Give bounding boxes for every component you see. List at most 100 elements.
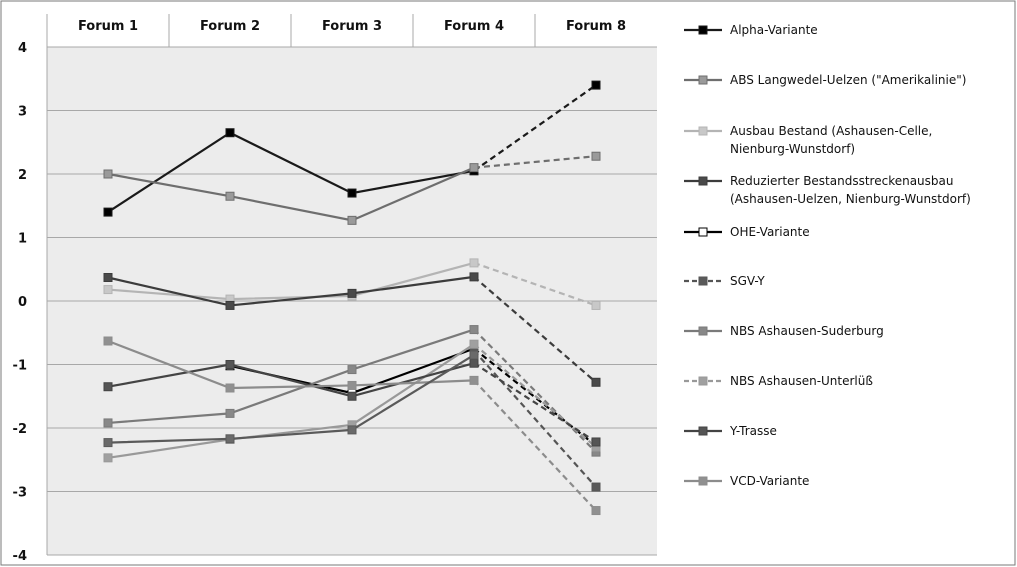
series-line	[107, 166, 475, 222]
legend: Alpha-Variante ABS Langwedel-Uelzen ("Ame…	[684, 23, 971, 488]
series-8	[103, 358, 601, 447]
legend-label: ABS Langwedel-Uelzen ("Amerikalinie")	[730, 73, 966, 87]
legend-item: Reduzierter Bestandsstreckenausbau (Ashau…	[684, 174, 971, 206]
legend-item: OHE-Variante	[684, 225, 810, 239]
legend-swatch-marker	[698, 276, 708, 286]
legend-label: NBS Ashausen-Unterlüß	[730, 374, 873, 388]
data-point	[103, 285, 113, 295]
series-dashed-line	[473, 347, 597, 447]
legend-label: SGV-Y	[730, 274, 765, 288]
data-point	[225, 383, 235, 393]
y-tick-label: 2	[18, 168, 27, 183]
x-tick-label: Forum 8	[566, 19, 626, 34]
data-point	[225, 360, 235, 369]
series-line	[107, 354, 475, 444]
series-3	[103, 272, 601, 387]
data-point	[103, 273, 113, 283]
data-point	[469, 272, 479, 282]
legend-item: NBS Ashausen-Suderburg	[684, 324, 884, 338]
legend-item: Alpha-Variante	[684, 23, 818, 37]
series-line	[107, 275, 475, 307]
data-point	[103, 438, 113, 448]
data-point	[103, 207, 113, 217]
series-dashed-line	[473, 276, 597, 384]
y-tick-label: -1	[13, 359, 27, 374]
data-point	[103, 336, 113, 346]
series-line	[107, 339, 475, 390]
legend-item: ABS Langwedel-Uelzen ("Amerikalinie")	[684, 73, 966, 87]
data-point	[347, 215, 357, 225]
data-point	[591, 300, 601, 310]
x-axis-ticks: Forum 1 Forum 2 Forum 3 Forum 4 Forum 8	[78, 19, 626, 34]
y-tick-label: -4	[13, 549, 27, 564]
data-point	[225, 434, 235, 444]
legend-swatch-marker	[698, 326, 708, 336]
series-line	[107, 343, 475, 459]
series-dashed-line	[473, 362, 597, 443]
legend-swatch-marker	[698, 176, 708, 186]
legend-swatch-marker	[698, 426, 708, 436]
y-tick-label: -2	[13, 422, 27, 437]
data-point	[591, 377, 601, 387]
series-dashed-line	[473, 328, 597, 453]
data-point	[469, 163, 479, 173]
data-point	[225, 408, 235, 418]
legend-label: OHE-Variante	[730, 225, 810, 239]
y-tick-label: 4	[18, 41, 27, 56]
data-point	[591, 437, 601, 447]
data-point	[469, 375, 479, 385]
data-point	[469, 258, 479, 268]
series-dashed-line	[473, 261, 597, 307]
legend-label-line: (Ashausen-Uelzen, Nienburg-Wunstdorf)	[730, 192, 971, 206]
series-dashed-line	[473, 155, 597, 169]
x-tick-label: Forum 4	[444, 19, 504, 34]
series-line	[107, 362, 475, 398]
series-lines	[103, 80, 601, 516]
legend-item: Y-Trasse	[684, 424, 777, 438]
data-point	[103, 418, 113, 428]
data-point	[225, 191, 235, 201]
legend-label: Y-Trasse	[729, 424, 777, 438]
legend-swatch-marker	[698, 126, 708, 136]
legend-label: NBS Ashausen-Suderburg	[730, 324, 884, 338]
series-line	[107, 261, 475, 301]
legend-item: VCD-Variante	[684, 474, 809, 488]
series-dashed-line	[473, 349, 597, 488]
data-point	[225, 128, 235, 138]
data-point	[469, 325, 479, 335]
series-1	[103, 151, 601, 225]
legend-label: Reduzierter Bestandsstreckenausbau (Ashau…	[730, 174, 971, 206]
data-point	[347, 425, 357, 435]
series-9	[103, 336, 601, 516]
data-point	[347, 365, 357, 375]
data-point	[591, 151, 601, 161]
y-tick-label: 1	[18, 232, 27, 247]
legend-item: Ausbau Bestand (Ashausen-Celle, Nienburg-…	[684, 124, 932, 156]
data-point	[103, 169, 113, 179]
y-tick-label: 3	[18, 105, 27, 120]
legend-label: VCD-Variante	[730, 474, 809, 488]
data-point	[469, 339, 479, 349]
data-point	[103, 453, 113, 463]
series-10	[103, 350, 479, 448]
legend-label: Alpha-Variante	[730, 23, 818, 37]
data-point	[103, 382, 113, 392]
data-point	[591, 506, 601, 516]
data-point	[469, 358, 479, 368]
series-line	[107, 328, 475, 425]
data-point	[347, 380, 357, 390]
legend-swatch-marker	[698, 25, 708, 35]
legend-item: SGV-Y	[684, 274, 765, 288]
series-dashed-line	[473, 84, 597, 172]
data-point	[347, 391, 357, 401]
y-tick-label: 0	[18, 295, 27, 310]
legend-label-line: Nienburg-Wunstdorf)	[730, 142, 855, 156]
legend-label-line: Reduzierter Bestandsstreckenausbau	[730, 174, 954, 188]
series-6	[103, 325, 601, 457]
data-point	[347, 288, 357, 298]
data-point	[469, 350, 479, 360]
legend-swatch-marker	[698, 376, 708, 386]
legend-swatch-marker	[698, 75, 708, 85]
x-tick-label: Forum 1	[78, 19, 138, 34]
